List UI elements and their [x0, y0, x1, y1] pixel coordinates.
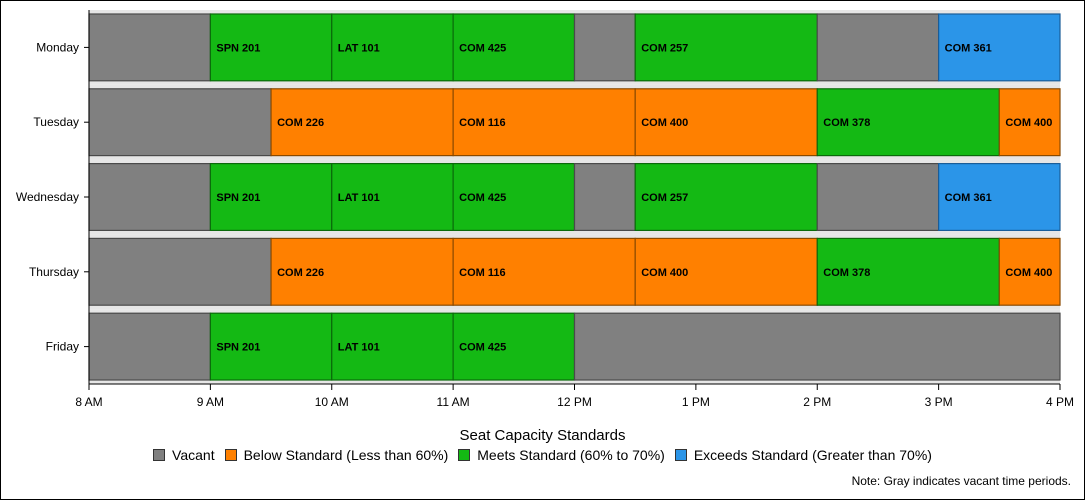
- x-tick-label: 4 PM: [1046, 395, 1074, 409]
- bar-segment-meets: [634, 13, 818, 82]
- bar-label: COM 378: [823, 117, 870, 129]
- bar-segment-below: [452, 88, 636, 157]
- y-tick-label: Monday: [36, 40, 79, 54]
- legend-item-vacant: Vacant: [153, 447, 215, 463]
- legend-item-exceeds: Exceeds Standard (Greater than 70%): [674, 447, 932, 463]
- x-tick-label: 3 PM: [925, 395, 953, 409]
- bar-label: COM 400: [1005, 267, 1052, 279]
- bar-label: COM 257: [641, 42, 688, 54]
- bar-segment-below: [270, 88, 454, 157]
- bar-label: COM 425: [459, 192, 506, 204]
- bar-segment-vacant: [816, 13, 940, 82]
- bar-label: SPN 201: [216, 342, 260, 354]
- bar-label: SPN 201: [216, 42, 260, 54]
- legend-swatch-vacant: [153, 449, 166, 461]
- bar-segment-meets: [634, 163, 818, 232]
- bar-segment-below: [998, 88, 1061, 157]
- bar-segment-meets: [452, 13, 576, 82]
- y-tick-label: Thursday: [29, 265, 79, 279]
- x-tick-label: 8 AM: [75, 395, 102, 409]
- y-tick-label: Tuesday: [33, 115, 79, 129]
- legend-swatch-below: [224, 449, 237, 461]
- bar-label: LAT 101: [338, 192, 380, 204]
- bar-label: LAT 101: [338, 42, 380, 54]
- legend-title: Seat Capacity Standards: [459, 427, 626, 444]
- bar-label: COM 116: [459, 117, 505, 129]
- bar-label: COM 400: [641, 267, 688, 279]
- x-tick-label: 1 PM: [682, 395, 710, 409]
- x-tick-label: 2 PM: [803, 395, 831, 409]
- bar-segment-meets: [331, 312, 454, 381]
- chart-note: Note: Gray indicates vacant time periods…: [851, 474, 1071, 488]
- bar-label: SPN 201: [216, 192, 260, 204]
- legend-item-meets: Meets Standard (60% to 70%): [458, 447, 665, 463]
- x-tick-label: 12 PM: [557, 395, 592, 409]
- y-tick-label: Wednesday: [16, 190, 79, 204]
- schedule-chart: SPN 201 LAT 101 COM 425 COM 257 COM 361 Monda…: [16, 10, 1074, 409]
- bar-segment-exceeds: [938, 13, 1061, 82]
- bar-label: COM 361: [945, 192, 992, 204]
- bar-label: COM 400: [1005, 117, 1052, 129]
- bar-label: COM 226: [277, 267, 324, 279]
- legend-label-below: Below Standard (Less than 60%): [243, 447, 449, 463]
- bar-segment-vacant: [573, 13, 636, 82]
- bar-segment-vacant: [573, 163, 636, 232]
- bar-label: COM 425: [459, 42, 506, 54]
- legend-swatch-meets: [458, 449, 471, 461]
- bar-segment-meets: [452, 312, 576, 381]
- bar-segment-meets: [331, 13, 454, 82]
- bar-segment-below: [452, 237, 636, 306]
- bar-label: COM 378: [823, 267, 870, 279]
- bar-segment-exceeds: [938, 163, 1061, 232]
- bar-segment-below: [998, 237, 1061, 306]
- legend-item-below: Below Standard (Less than 60%): [224, 447, 449, 463]
- bar-segment-meets: [816, 88, 1000, 157]
- bar-segment-meets: [816, 237, 1000, 306]
- legend: Vacant Below Standard (Less than 60%) Me…: [0, 447, 1085, 463]
- bar-segment-below: [634, 237, 818, 306]
- legend-label-exceeds: Exceeds Standard (Greater than 70%): [693, 447, 932, 463]
- x-tick-label: 9 AM: [197, 395, 224, 409]
- y-tick-label: Friday: [46, 340, 79, 354]
- bar-label: COM 116: [459, 267, 505, 279]
- bar-segment-vacant: [573, 312, 1061, 381]
- bar-segment-below: [634, 88, 818, 157]
- bar-segment-vacant: [816, 163, 940, 232]
- bar-segment-vacant: [88, 88, 272, 157]
- bar-segment-vacant: [88, 312, 211, 381]
- x-tick-label: 10 AM: [315, 395, 349, 409]
- legend-swatch-exceeds: [674, 449, 687, 461]
- bar-label: COM 400: [641, 117, 688, 129]
- bar-label: COM 361: [945, 42, 992, 54]
- bar-segment-below: [270, 237, 454, 306]
- legend-label-meets: Meets Standard (60% to 70%): [477, 447, 665, 463]
- bar-label: COM 425: [459, 342, 506, 354]
- legend-label-vacant: Vacant: [172, 447, 215, 463]
- bar-label: COM 257: [641, 192, 688, 204]
- bar-segment-vacant: [88, 13, 211, 82]
- bar-label: LAT 101: [338, 342, 380, 354]
- x-tick-label: 11 AM: [437, 395, 470, 409]
- bar-label: COM 226: [277, 117, 324, 129]
- bar-segment-vacant: [88, 163, 211, 232]
- bar-segment-vacant: [88, 237, 272, 306]
